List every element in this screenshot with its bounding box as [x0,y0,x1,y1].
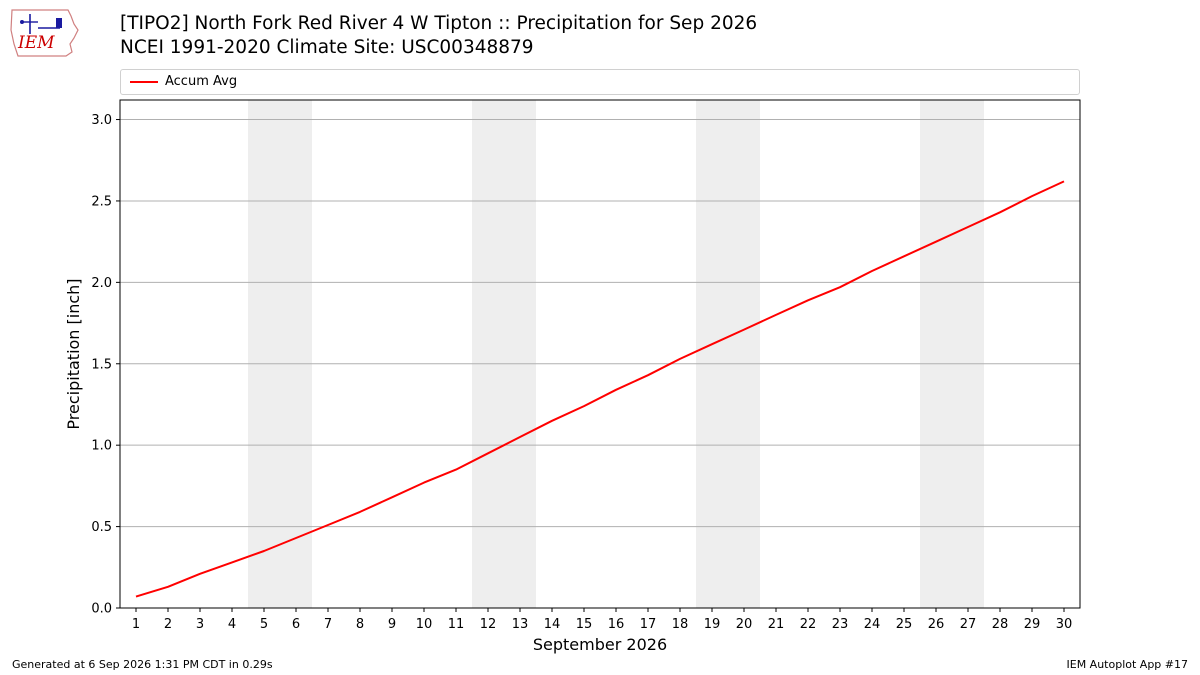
chart-title: [TIPO2] North Fork Red River 4 W Tipton … [120,12,757,60]
y-tick-label: 3.0 [91,113,112,128]
x-tick-label: 22 [800,617,817,632]
x-tick-label: 4 [228,617,236,632]
x-tick-label: 25 [896,617,913,632]
x-tick-label: 24 [864,617,881,632]
y-tick-label: 2.5 [91,194,112,209]
logo-text: IEM [17,33,55,53]
x-tick-label: 5 [260,617,268,632]
x-tick-label: 27 [960,617,977,632]
x-tick-label: 20 [736,617,753,632]
x-tick-label: 9 [388,617,396,632]
x-tick-label: 1 [132,617,140,632]
x-tick-label: 12 [480,617,497,632]
weekend-band [472,100,536,608]
x-tick-label: 3 [196,617,204,632]
x-axis-label: September 2026 [533,635,667,654]
weekend-band [248,100,312,608]
x-tick-label: 23 [832,617,849,632]
weekend-band [920,100,984,608]
y-tick-label: 0.0 [91,602,112,617]
x-tick-label: 10 [416,617,433,632]
x-tick-label: 14 [544,617,561,632]
title-line-1: [TIPO2] North Fork Red River 4 W Tipton … [120,13,758,34]
x-tick-label: 7 [324,617,332,632]
weekend-band [696,100,760,608]
x-tick-label: 30 [1056,617,1073,632]
y-tick-label: 0.5 [91,520,112,535]
series-line-accum-avg [135,180,1065,598]
x-tick-label: 19 [704,617,721,632]
generated-timestamp: Generated at 6 Sep 2026 1:31 PM CDT in 0… [12,658,273,671]
x-tick-label: 11 [448,617,465,632]
y-tick-label: 1.5 [91,357,112,372]
x-tick-label: 6 [292,617,300,632]
x-tick-label: 29 [1024,617,1041,632]
iem-logo: IEM [10,9,79,57]
y-tick-label: 1.0 [91,439,112,454]
x-tick-label: 18 [672,617,689,632]
title-line-2: NCEI 1991-2020 Climate Site: USC00348879 [120,37,534,58]
x-tick-label: 17 [640,617,657,632]
legend-line-accum-avg [130,81,158,83]
x-tick-label: 28 [992,617,1009,632]
x-tick-label: 8 [356,617,364,632]
legend-label-accum-avg: Accum Avg [165,74,238,89]
x-tick-label: 16 [608,617,625,632]
x-tick-label: 21 [768,617,785,632]
autoplot-app-label: IEM Autoplot App #17 [1066,658,1189,671]
y-tick-label: 2.0 [91,276,112,291]
legend: Accum Avg [120,69,1080,95]
x-tick-label: 26 [928,617,945,632]
plot-frame [119,99,1081,609]
x-tick-label: 2 [164,617,172,632]
y-axis-label: Precipitation [inch] [64,278,83,429]
x-tick-label: 15 [576,617,593,632]
x-tick-label: 13 [512,617,529,632]
